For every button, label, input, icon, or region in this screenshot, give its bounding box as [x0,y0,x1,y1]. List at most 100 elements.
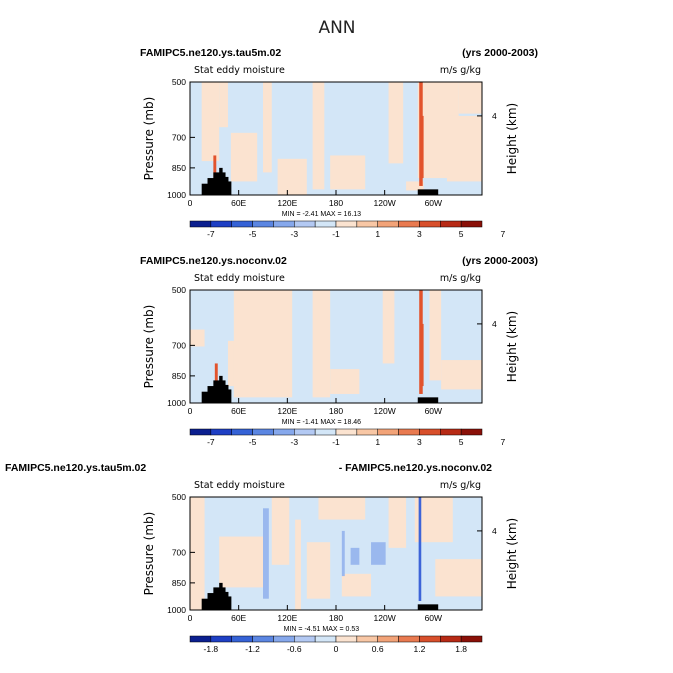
x-tick-label: 180 [329,613,343,623]
colorbar-swatch [294,635,316,643]
terrain-bar [227,596,232,610]
panel-2: FAMIPC5.ne120.ys.noconv.02 (yrs 2000-2003… [140,255,538,447]
colorbar-swatch [356,428,378,436]
terrain-bar [219,167,223,195]
terrain-bar [225,384,229,403]
contour-spike [418,497,422,601]
colorbar-label: -5 [249,437,257,447]
contour-spike [421,115,424,179]
colorbar-label: -1 [332,229,340,239]
colorbar-label: 3 [417,437,422,447]
colorbar-swatch [210,220,232,228]
contour-spike [421,323,424,387]
y-tick-label: 850 [172,578,186,588]
x-tick-label: 120W [374,406,396,416]
colorbar-swatch [460,635,483,643]
contour-patch [318,497,366,520]
terrain-bar [417,604,439,610]
colorbar-swatch [273,220,295,228]
colorbar-label: 1.2 [414,644,426,654]
colorbar-label: 1 [375,437,380,447]
panel-units: m/s g/kg [440,273,481,284]
terrain-bar [201,391,209,403]
y-tick-label: 850 [172,163,186,173]
contour-patch [441,360,482,390]
colorbar-swatch [314,635,337,643]
colorbar-swatch [273,428,295,436]
contour-patch [201,82,220,162]
y-axis-label: Pressure (mb) [142,512,156,596]
terrain-bar [201,183,209,195]
y-tick-label: 1000 [167,398,186,408]
figure-title: ANN [318,18,355,38]
panel-subtitle: Stat eddy moisture [194,480,285,491]
y-tick-label: 500 [172,492,186,502]
panel-left-title: FAMIPC5.ne120.ys.noconv.02 [140,255,287,267]
colorbar-swatch [377,635,399,643]
colorbar-swatch [231,635,253,643]
contour-patch [350,547,360,565]
colorbar-swatch [252,428,274,436]
terrain-bar [222,172,226,195]
y-right-tick-label: 4 [492,111,497,121]
colorbar-swatch [231,220,253,228]
colorbar-label: 0 [334,644,339,654]
contour-patch [446,115,482,182]
contour-patch [295,519,301,610]
terrain-bar [417,189,439,195]
colorbar-label: 1.8 [455,644,467,654]
contour-patch [219,82,228,128]
colorbar-swatch [294,220,316,228]
x-tick-label: 120W [374,198,396,208]
terrain-bar [219,582,223,610]
colorbar-swatch [189,428,212,436]
colorbar-swatch [189,220,212,228]
x-tick-label: 60E [231,198,246,208]
colorbar-label: -1.2 [245,644,260,654]
contour-patch [341,573,372,597]
panel-left-title: FAMIPC5.ne120.ys.tau5m.02 [140,47,281,59]
colorbar-swatch [294,428,316,436]
contour-patch [382,290,395,364]
colorbar-label: 0.6 [372,644,384,654]
colorbar-swatch [252,220,274,228]
y-axis-label: Pressure (mb) [142,97,156,181]
colorbar-label: 3 [417,229,422,239]
contour-patch [458,82,482,114]
min-max-label: MIN = -2.41 MAX = 16.13 [282,211,361,218]
colorbar-swatch [440,220,462,228]
contour-spike [419,82,423,186]
colorbar-swatch [440,428,462,436]
x-tick-label: 120E [277,613,297,623]
colorbar-swatch [377,428,399,436]
y-tick-label: 1000 [167,605,186,615]
contour-patch [330,369,360,394]
x-tick-label: 180 [329,198,343,208]
colorbar-swatch [314,220,337,228]
terrain-bar [207,386,214,403]
terrain-bar [213,172,220,195]
terrain-bar [207,178,214,195]
y-tick-label: 700 [172,547,186,557]
colorbar-swatch [356,220,378,228]
x-tick-label: 60W [425,613,442,623]
x-tick-label: 0 [188,406,193,416]
panel-units: m/s g/kg [440,65,481,76]
colorbar-label: 7 [500,229,505,239]
y-tick-label: 700 [172,132,186,142]
colorbar-swatch [335,220,358,228]
terrain-bar [201,598,209,610]
contour-patch [406,181,424,191]
colorbar-label: -7 [207,437,215,447]
contour-patch [263,508,269,599]
panels: FAMIPC5.ne120.ys.tau5m.02 (yrs 2000-2003)… [5,47,538,654]
x-tick-label: 0 [188,198,193,208]
y-right-tick-label: 4 [492,526,497,536]
terrain-bar [227,389,232,403]
y-tick-label: 700 [172,340,186,350]
y-right-axis-label: Height (km) [505,518,519,589]
y-tick-label: 850 [172,371,186,381]
colorbar-swatch [419,428,441,436]
colorbar-swatch [419,635,441,643]
contour-patch [271,497,290,565]
